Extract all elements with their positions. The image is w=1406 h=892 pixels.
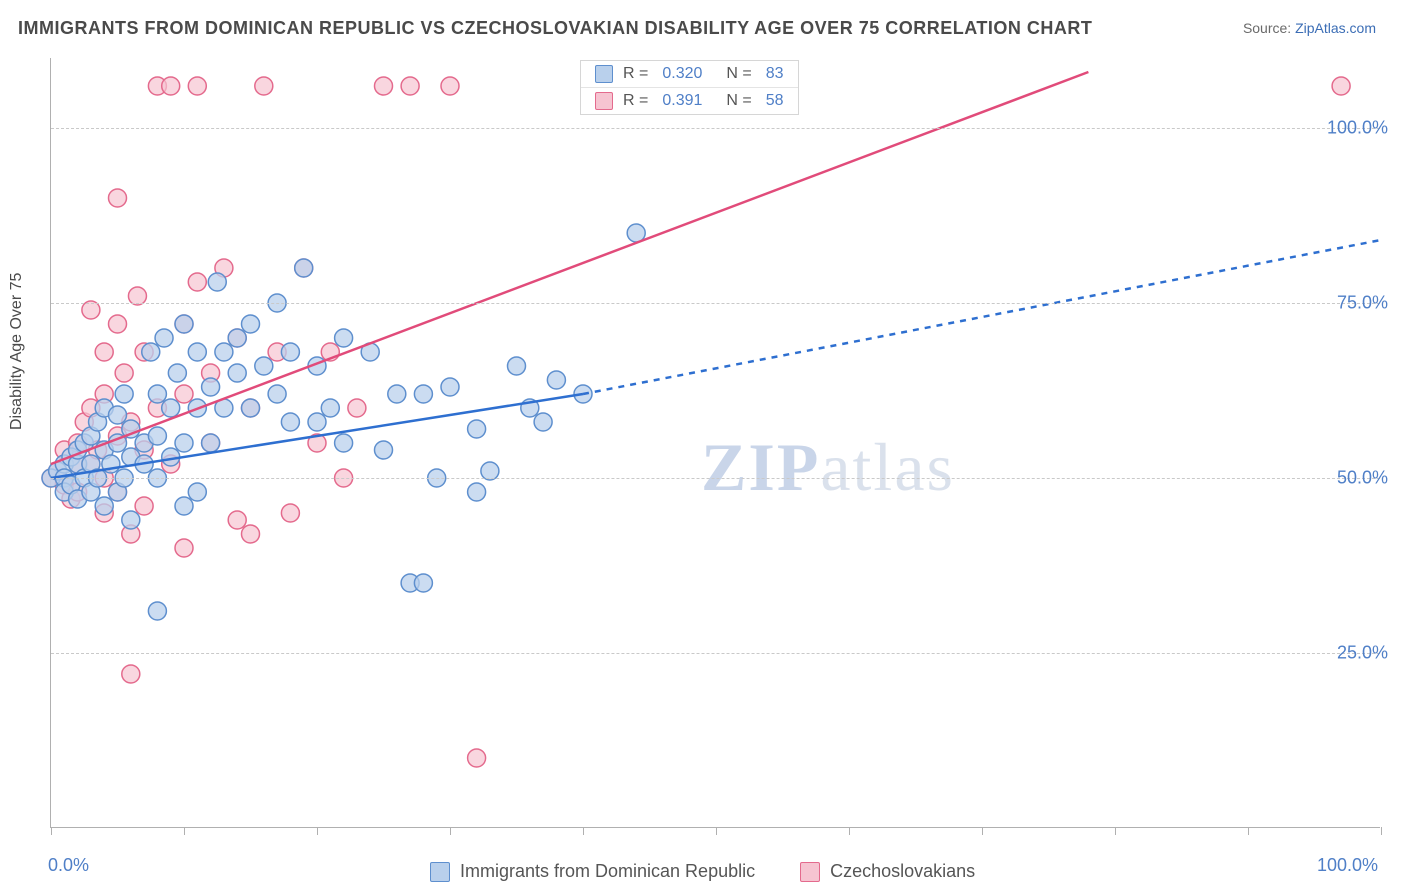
source-label: Source: [1243, 20, 1295, 36]
gridline-h [51, 128, 1380, 129]
n-value-2: 58 [766, 92, 784, 110]
x-tick [450, 827, 451, 835]
scatter-plot-svg [51, 58, 1380, 827]
legend-item-2: Czechoslovakians [800, 861, 975, 882]
legend-swatch-pink [595, 92, 613, 110]
n-label: N = [726, 65, 751, 83]
source-link[interactable]: ZipAtlas.com [1295, 20, 1376, 36]
x-tick [583, 827, 584, 835]
source-attribution: Source: ZipAtlas.com [1243, 20, 1376, 36]
x-tick [982, 827, 983, 835]
y-tick-label: 100.0% [1327, 118, 1388, 139]
series-legend: Immigrants from Dominican Republic Czech… [430, 861, 975, 882]
x-tick [51, 827, 52, 835]
legend-item-1: Immigrants from Dominican Republic [430, 861, 755, 882]
y-tick-label: 75.0% [1337, 293, 1388, 314]
x-axis-label-max: 100.0% [1317, 855, 1378, 876]
legend-label-1: Immigrants from Dominican Republic [460, 861, 755, 882]
y-axis-title: Disability Age Over 75 [8, 273, 26, 430]
x-axis-label-min: 0.0% [48, 855, 89, 876]
legend-label-2: Czechoslovakians [830, 861, 975, 882]
gridline-h [51, 303, 1380, 304]
x-tick [849, 827, 850, 835]
y-tick-label: 50.0% [1337, 468, 1388, 489]
x-tick [1115, 827, 1116, 835]
gridline-h [51, 478, 1380, 479]
chart-plot-area: ZIPatlas [50, 58, 1380, 828]
correlation-legend: R = 0.320 N = 83 R = 0.391 N = 58 [580, 60, 799, 115]
y-tick-label: 25.0% [1337, 643, 1388, 664]
x-tick [1381, 827, 1382, 835]
n-label: N = [726, 92, 751, 110]
legend-row-series2: R = 0.391 N = 58 [581, 88, 798, 114]
legend-swatch-pink [800, 862, 820, 882]
x-tick [317, 827, 318, 835]
r-value-1: 0.320 [662, 65, 702, 83]
chart-title: IMMIGRANTS FROM DOMINICAN REPUBLIC VS CZ… [18, 18, 1092, 39]
legend-swatch-blue [430, 862, 450, 882]
n-value-1: 83 [766, 65, 784, 83]
r-label: R = [623, 65, 648, 83]
legend-swatch-blue [595, 65, 613, 83]
r-value-2: 0.391 [662, 92, 702, 110]
r-label: R = [623, 92, 648, 110]
x-tick [184, 827, 185, 835]
x-tick [716, 827, 717, 835]
legend-row-series1: R = 0.320 N = 83 [581, 61, 798, 88]
gridline-h [51, 653, 1380, 654]
x-tick [1248, 827, 1249, 835]
